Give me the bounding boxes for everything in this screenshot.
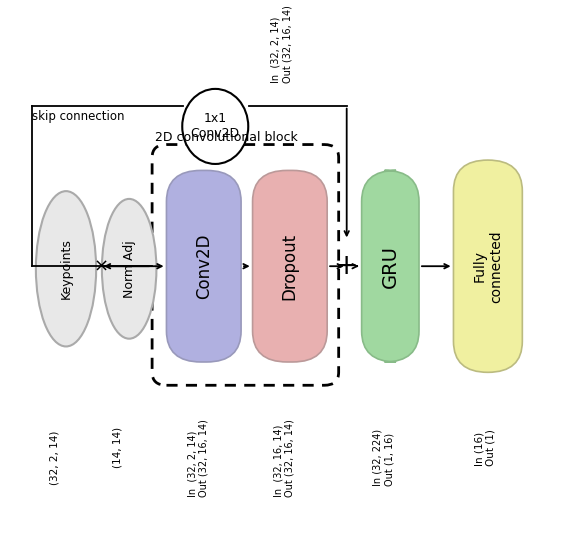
FancyBboxPatch shape (362, 171, 419, 362)
Ellipse shape (102, 199, 156, 339)
Text: Norm Adj: Norm Adj (123, 240, 135, 298)
Text: In (16)
Out (1): In (16) Out (1) (474, 429, 496, 466)
Text: 1x1
Conv2D: 1x1 Conv2D (191, 112, 240, 140)
FancyBboxPatch shape (253, 171, 327, 362)
Ellipse shape (36, 191, 96, 346)
Text: Dropout: Dropout (281, 232, 299, 300)
Text: skip connection: skip connection (32, 110, 124, 123)
Text: GRU: GRU (381, 245, 400, 288)
FancyBboxPatch shape (453, 160, 522, 372)
Text: In  (32, 2, 14)
Out (32, 16, 14): In (32, 2, 14) Out (32, 16, 14) (270, 5, 292, 82)
Text: ×: × (94, 257, 108, 275)
Text: 2D convolutional block: 2D convolutional block (155, 131, 298, 144)
Text: Fully
connected: Fully connected (473, 230, 503, 302)
Text: Conv2D: Conv2D (195, 233, 213, 299)
FancyBboxPatch shape (166, 171, 241, 362)
Text: (32, 2, 14): (32, 2, 14) (49, 430, 60, 485)
Text: In  (32, 2, 14)
Out (32, 16, 14): In (32, 2, 14) Out (32, 16, 14) (187, 419, 209, 497)
Text: (14, 14): (14, 14) (113, 427, 123, 468)
Text: Keypoints: Keypoints (60, 238, 72, 299)
Text: In (32, 224)
Out (1, 16): In (32, 224) Out (1, 16) (373, 429, 394, 486)
Ellipse shape (183, 89, 248, 164)
Text: In  (32, 16, 14)
Out (32, 16, 14): In (32, 16, 14) Out (32, 16, 14) (273, 419, 295, 497)
Text: +: + (335, 252, 358, 280)
